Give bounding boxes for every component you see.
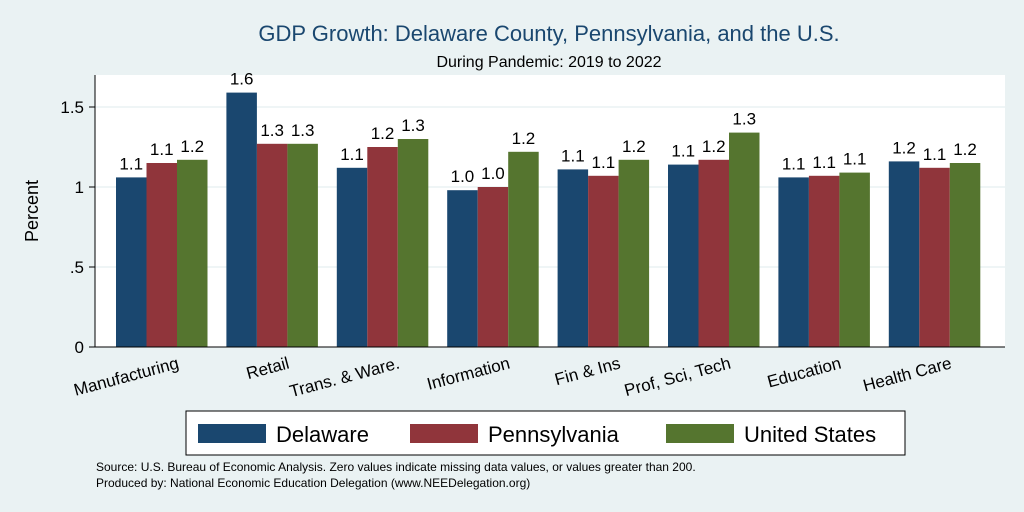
data-label: 1.3: [732, 110, 756, 129]
source-note: Source: U.S. Bureau of Economic Analysis…: [96, 460, 696, 474]
x-tick-label: Trans. & Ware.: [287, 354, 401, 402]
chart-title: GDP Growth: Delaware County, Pennsylvani…: [258, 21, 839, 46]
y-tick-label: 1: [75, 178, 84, 197]
bar-delaware: [778, 177, 809, 347]
x-tick-label: Health Care: [861, 354, 954, 396]
data-label: 1.2: [180, 137, 204, 156]
legend-swatch: [198, 424, 266, 443]
data-label: 1.2: [512, 129, 536, 148]
y-tick-label: 1.5: [60, 98, 84, 117]
bar-pennsylvania: [808, 175, 840, 347]
bar-delaware: [336, 167, 368, 347]
bar-delaware: [226, 92, 257, 347]
y-axis-label: Percent: [22, 180, 42, 242]
x-tick-label: Education: [765, 354, 843, 392]
data-label: 1.3: [291, 121, 315, 140]
bar-pennsylvania: [367, 147, 398, 347]
data-label: 1.1: [812, 153, 836, 172]
bar-delaware: [888, 161, 920, 347]
data-label: 1.2: [953, 140, 977, 159]
data-label: 1.1: [923, 145, 947, 164]
legend-label: Delaware: [276, 422, 369, 447]
data-label: 1.1: [843, 150, 867, 169]
data-label: 1.1: [671, 142, 695, 161]
x-tick-label: Fin & Ins: [553, 354, 623, 390]
bar-united-states: [177, 159, 208, 347]
bar-united-states: [839, 172, 870, 347]
x-tick-label: Retail: [244, 354, 291, 384]
data-label: 1.0: [451, 167, 475, 186]
data-label: 1.2: [622, 137, 646, 156]
chart-subtitle: During Pandemic: 2019 to 2022: [436, 54, 661, 71]
produced-by-note: Produced by: National Economic Education…: [96, 476, 530, 490]
bar-united-states: [949, 163, 981, 347]
data-label: 1.1: [340, 145, 364, 164]
bar-pennsylvania: [256, 143, 288, 347]
bar-united-states: [618, 159, 650, 347]
legend-swatch: [410, 424, 478, 443]
x-tick-label: Manufacturing: [72, 354, 181, 400]
bar-pennsylvania: [477, 187, 509, 347]
data-label: 1.2: [371, 124, 395, 143]
bar-united-states: [397, 139, 429, 347]
data-label: 1.1: [782, 154, 806, 173]
legend-swatch: [666, 424, 734, 443]
data-label: 1.1: [592, 153, 616, 172]
legend-box: [185, 410, 906, 456]
bar-pennsylvania: [588, 175, 619, 347]
data-label: 1.0: [481, 164, 505, 183]
data-label: 1.3: [260, 121, 284, 140]
bar-united-states: [287, 143, 318, 347]
bar-pennsylvania: [698, 159, 729, 347]
y-tick-label: 0: [75, 338, 84, 357]
data-label: 1.1: [561, 146, 585, 165]
data-label: 1.6: [230, 70, 254, 89]
data-label: 1.3: [401, 116, 425, 135]
data-label: 1.2: [892, 138, 916, 157]
bar-united-states: [729, 132, 760, 347]
y-tick-label: .5: [70, 258, 84, 277]
data-label: 1.1: [119, 154, 143, 173]
legend-label: Pennsylvania: [488, 422, 620, 447]
bar-united-states: [508, 151, 539, 347]
x-tick-label: Prof, Sci, Tech: [622, 354, 732, 401]
bar-delaware: [447, 190, 478, 347]
bar-delaware: [116, 177, 147, 347]
bar-pennsylvania: [146, 163, 177, 347]
bar-delaware: [557, 169, 589, 347]
legend-label: United States: [744, 422, 876, 447]
x-tick-label: Information: [425, 354, 512, 394]
data-label: 1.2: [702, 137, 726, 156]
bar-delaware: [668, 164, 699, 347]
bar-pennsylvania: [919, 167, 950, 347]
data-label: 1.1: [150, 140, 174, 159]
